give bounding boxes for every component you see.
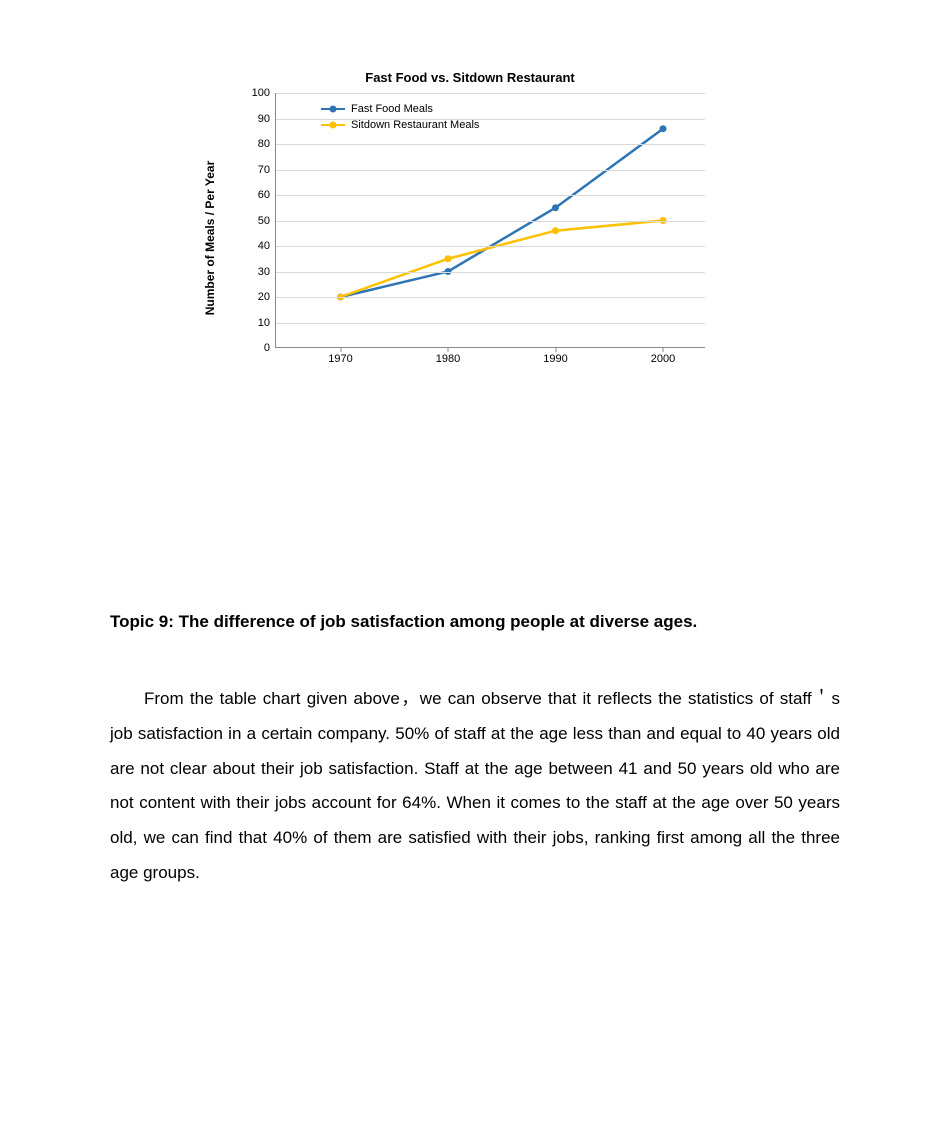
gridline [276, 221, 705, 222]
data-point-marker [552, 227, 559, 234]
line-chart: Fast Food vs. Sitdown Restaurant Number … [220, 70, 720, 390]
document-body: Topic 9: The difference of job satisfact… [110, 605, 840, 891]
x-tick-label: 1990 [543, 353, 567, 365]
y-tick-label: 50 [240, 215, 270, 227]
gridline [276, 93, 705, 94]
y-tick-label: 0 [240, 342, 270, 354]
gridline [276, 246, 705, 247]
data-point-marker [552, 204, 559, 211]
topic-heading: Topic 9: The difference of job satisfact… [110, 605, 840, 640]
y-tick-label: 100 [240, 87, 270, 99]
y-tick-label: 60 [240, 189, 270, 201]
gridline [276, 272, 705, 273]
gridline [276, 170, 705, 171]
y-tick-label: 40 [240, 240, 270, 252]
x-tick-mark [663, 347, 664, 352]
y-tick-label: 20 [240, 291, 270, 303]
gridline [276, 297, 705, 298]
y-axis-label: Number of Meals / Per Year [203, 161, 217, 316]
gridline [276, 144, 705, 145]
y-tick-label: 30 [240, 266, 270, 278]
x-tick-mark [555, 347, 556, 352]
chart-title: Fast Food vs. Sitdown Restaurant [220, 70, 720, 85]
chart-area: Number of Meals / Per Year Fast Food Mea… [220, 93, 720, 383]
y-tick-label: 80 [240, 138, 270, 150]
gridline [276, 323, 705, 324]
x-tick-label: 1970 [328, 353, 352, 365]
x-tick-mark [448, 347, 449, 352]
x-tick-label: 2000 [651, 353, 675, 365]
plot-area: Fast Food Meals Sitdown Restaurant Meals… [275, 93, 705, 348]
data-point-marker [660, 125, 667, 132]
body-paragraph: From the table chart given above，we can … [110, 682, 840, 891]
x-tick-label: 1980 [436, 353, 460, 365]
y-tick-label: 10 [240, 317, 270, 329]
y-tick-label: 70 [240, 164, 270, 176]
gridline [276, 195, 705, 196]
y-tick-label: 90 [240, 113, 270, 125]
gridline [276, 119, 705, 120]
data-point-marker [445, 255, 452, 262]
x-tick-mark [340, 347, 341, 352]
